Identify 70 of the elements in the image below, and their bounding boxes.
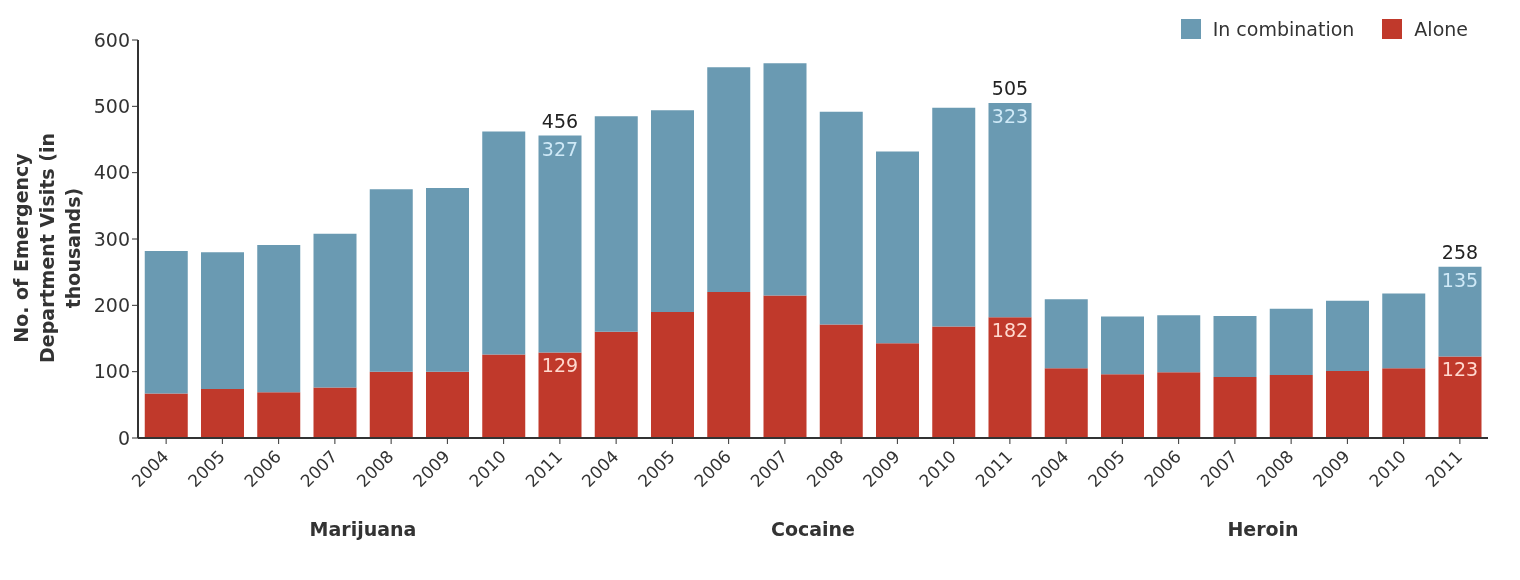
text: Cocaine — [770, 518, 856, 540]
bar — [538, 352, 582, 438]
bar — [1044, 299, 1088, 369]
bar — [144, 250, 188, 394]
bar — [1326, 371, 1369, 438]
data-label: 327 — [541, 137, 579, 160]
bar — [1157, 315, 1201, 373]
bar — [538, 135, 582, 353]
bar — [201, 252, 244, 389]
bar — [1269, 308, 1313, 375]
y-axis-title: No. of Emergency Department Visits (in thousands) — [9, 132, 84, 365]
bar — [1213, 315, 1257, 377]
bar — [1101, 374, 1144, 438]
bar — [707, 292, 751, 438]
bar — [1101, 316, 1144, 375]
bar — [932, 326, 976, 438]
total-label: 456 — [541, 109, 579, 132]
legend-label: In combination — [1211, 18, 1355, 40]
bar — [369, 371, 413, 438]
bar — [369, 189, 413, 372]
bar — [201, 388, 244, 438]
bar — [594, 116, 638, 332]
data-label: 182 — [991, 319, 1029, 342]
bar — [819, 324, 863, 438]
bar — [651, 311, 694, 438]
bar — [482, 131, 526, 355]
bar — [819, 111, 863, 325]
legend-label: Alone — [1413, 18, 1468, 40]
bar — [482, 354, 526, 438]
y-tick-label: 100 — [93, 360, 130, 383]
y-tick-label: 400 — [93, 161, 130, 184]
y-tick-label: 200 — [93, 294, 130, 317]
bar — [876, 343, 919, 438]
bar — [1438, 266, 1482, 357]
bar — [1269, 374, 1313, 438]
bar — [144, 393, 188, 438]
bar — [594, 331, 638, 438]
bar — [988, 103, 1032, 318]
data-label: 135 — [1441, 268, 1479, 291]
bar — [988, 317, 1032, 438]
y-tick-label: 500 — [93, 95, 130, 118]
text: Marijuana — [308, 518, 418, 540]
data-label: 129 — [541, 354, 579, 377]
bar — [1326, 300, 1369, 371]
bar — [1044, 368, 1088, 438]
bar — [313, 387, 357, 438]
data-label: 123 — [1441, 358, 1479, 381]
bar — [426, 187, 469, 372]
bar — [313, 233, 357, 388]
bar — [426, 371, 469, 438]
total-label: 258 — [1441, 240, 1479, 263]
bar — [1382, 293, 1426, 369]
y-tick-label: 600 — [93, 28, 130, 51]
bar — [932, 107, 976, 327]
bar — [651, 110, 694, 312]
total-label: 505 — [991, 77, 1029, 100]
bar — [1382, 368, 1426, 438]
bar — [1213, 376, 1257, 438]
y-tick-label: 300 — [93, 227, 130, 250]
bar — [1438, 356, 1482, 438]
bar — [876, 151, 919, 344]
bar — [763, 295, 807, 438]
bar — [257, 392, 301, 438]
y-tick-label: 0 — [117, 426, 130, 449]
bar — [257, 244, 301, 393]
bar — [1157, 372, 1201, 438]
bar — [763, 63, 807, 296]
data-label: 323 — [991, 105, 1029, 128]
text: Heroin — [1226, 518, 1300, 540]
bar — [707, 67, 751, 293]
